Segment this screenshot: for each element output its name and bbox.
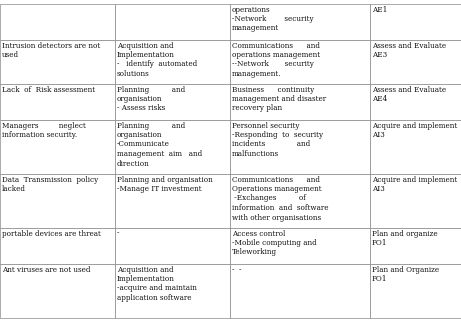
Text: Planning and organisation
-Manage IT investment: Planning and organisation -Manage IT inv…	[117, 176, 213, 193]
Text: -  -: - -	[232, 265, 242, 273]
Bar	[230, 119, 370, 173]
Bar	[370, 4, 461, 39]
Bar	[0, 39, 115, 83]
Text: Plan and organize
PO1: Plan and organize PO1	[372, 230, 437, 247]
Text: -: -	[117, 230, 119, 238]
Bar	[115, 264, 230, 317]
Text: Assess and Evaluate
AE4: Assess and Evaluate AE4	[372, 85, 446, 103]
Text: Managers         neglect
information security.: Managers neglect information security.	[2, 122, 86, 139]
Text: Plan and Organize
PO1: Plan and Organize PO1	[372, 265, 439, 283]
Text: Ant viruses are not used: Ant viruses are not used	[2, 265, 90, 273]
Text: Planning          and
organisation
- Assess risks: Planning and organisation - Assess risks	[117, 85, 185, 112]
Bar	[370, 173, 461, 228]
Text: Lack  of  Risk assessment: Lack of Risk assessment	[2, 85, 95, 93]
Text: Communications      and
operations management
--Network       security
managemen: Communications and operations management…	[232, 41, 320, 78]
Bar	[230, 264, 370, 317]
Text: AE1: AE1	[372, 5, 387, 13]
Bar	[0, 83, 115, 119]
Bar	[230, 39, 370, 83]
Text: Communications      and
Operations management
 -Exchanges          of
informatio: Communications and Operations management…	[232, 176, 329, 221]
Bar	[230, 83, 370, 119]
Bar	[115, 83, 230, 119]
Bar	[370, 83, 461, 119]
Text: Data  Transmission  policy
lacked: Data Transmission policy lacked	[2, 176, 98, 193]
Bar	[370, 39, 461, 83]
Bar	[370, 264, 461, 317]
Text: Access control
-Mobile computing and
Teleworking: Access control -Mobile computing and Tel…	[232, 230, 317, 256]
Text: Acquire and implement
AI3: Acquire and implement AI3	[372, 122, 457, 139]
Bar	[0, 264, 115, 317]
Bar	[115, 4, 230, 39]
Text: Intrusion detectors are not
used: Intrusion detectors are not used	[2, 41, 100, 59]
Bar	[115, 119, 230, 173]
Text: Acquisition and
Implementation
-   identify  automated
solutions: Acquisition and Implementation - identif…	[117, 41, 197, 78]
Bar	[0, 4, 115, 39]
Bar	[370, 228, 461, 264]
Bar	[0, 228, 115, 264]
Bar	[0, 173, 115, 228]
Bar	[370, 119, 461, 173]
Text: Planning          and
organisation
-Communicate
management  aim   and
direction: Planning and organisation -Communicate m…	[117, 122, 202, 168]
Text: Personnel security
-Responding  to  security
incidents              and
malfunct: Personnel security -Responding to securi…	[232, 122, 323, 158]
Bar	[115, 228, 230, 264]
Text: Acquisition and
Implementation
-acquire and maintain
application software: Acquisition and Implementation -acquire …	[117, 265, 197, 302]
Bar	[115, 173, 230, 228]
Text: Assess and Evaluate
AE3: Assess and Evaluate AE3	[372, 41, 446, 59]
Text: portable devices are threat: portable devices are threat	[2, 230, 101, 238]
Bar	[230, 228, 370, 264]
Text: operations
-Network        security
management: operations -Network security management	[232, 5, 313, 32]
Bar	[230, 4, 370, 39]
Text: Acquire and implement
AI3: Acquire and implement AI3	[372, 176, 457, 193]
Bar	[115, 39, 230, 83]
Bar	[0, 119, 115, 173]
Bar	[230, 173, 370, 228]
Text: Business      continuity
management and disaster
recovery plan: Business continuity management and disas…	[232, 85, 326, 112]
